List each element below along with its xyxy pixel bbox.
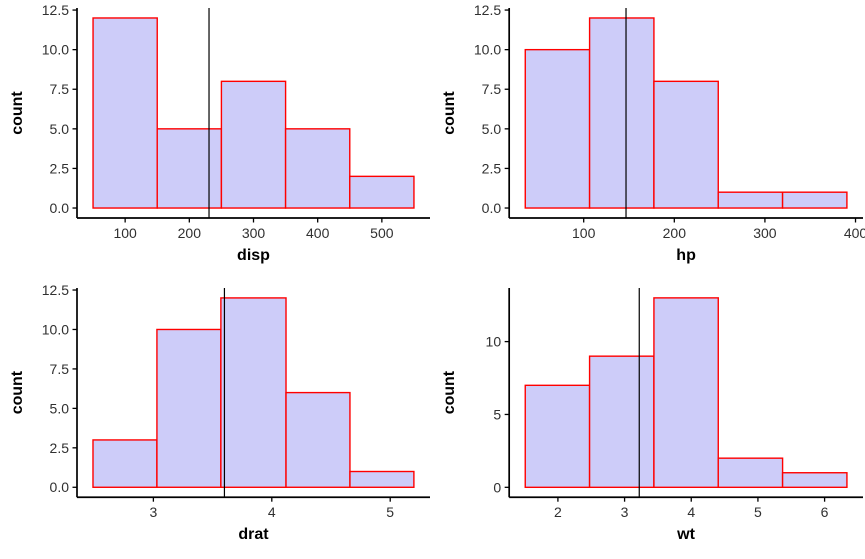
histogram-bar [781, 472, 848, 489]
y-tick-label: 0 [493, 479, 501, 495]
histogram-bar [717, 457, 784, 489]
histogram-panel-wt: 2 3 4 5 6 0 5 10 wt count [432, 280, 865, 559]
y-tick-label: 2.5 [482, 160, 502, 176]
x-tick-label: 400 [844, 225, 865, 241]
y-axis-title: count [9, 370, 26, 414]
x-tick-label: 200 [178, 225, 202, 241]
x-tick-label: 5 [754, 504, 762, 520]
histogram-bar [349, 470, 415, 488]
y-tick-label: 0.0 [50, 479, 70, 495]
histogram-plot-hp: 100 200 300 400 0.0 2.5 5.0 7.5 10.0 12.5 hp count [441, 2, 865, 264]
x-tick-label: 500 [370, 225, 394, 241]
y-tick-label: 0.0 [482, 200, 502, 216]
histogram-plot-wt: 2 3 4 5 6 0 5 10 wt count [441, 287, 863, 543]
x-tick-label: 300 [242, 225, 266, 241]
histogram-bar [524, 384, 591, 489]
y-tick-label: 0.0 [50, 200, 70, 216]
x-tick-label: 100 [572, 225, 596, 241]
histogram-bar [92, 17, 158, 209]
histogram-bar [220, 80, 287, 209]
histogram-bar [156, 128, 223, 209]
histogram-bar [781, 191, 848, 209]
histogram-bar [653, 80, 719, 209]
y-axis-title: count [441, 91, 458, 135]
histogram-bar [285, 391, 351, 488]
histogram-bar [92, 439, 158, 488]
y-tick-label: 10.0 [474, 42, 501, 58]
histogram-plot-disp: 100 200 300 400 500 0.0 2.5 5.0 7.5 10.0 12.5 disp c… [9, 2, 430, 264]
histogram-plot-drat: 3 4 5 0.0 2.5 5.0 7.5 10.0 12.5 drat count [9, 282, 430, 543]
x-tick-label: 5 [386, 504, 394, 520]
x-axis-title: hp [676, 247, 696, 264]
y-tick-label: 7.5 [50, 361, 70, 377]
y-tick-label: 5 [493, 406, 501, 422]
x-tick-label: 2 [554, 504, 562, 520]
x-tick-label: 300 [753, 225, 777, 241]
x-tick-label: 400 [306, 225, 330, 241]
y-tick-label: 5.0 [482, 121, 502, 137]
histogram-bar [653, 297, 719, 489]
histogram-bar [220, 297, 287, 488]
x-axis-title: disp [237, 247, 270, 264]
histogram-panel-disp: 100 200 300 400 500 0.0 2.5 5.0 7.5 10.0 12.5 disp c… [0, 0, 432, 280]
histogram-bar [524, 48, 591, 209]
histogram-bar [717, 191, 784, 209]
x-tick-label: 100 [113, 225, 137, 241]
y-tick-label: 5.0 [50, 121, 70, 137]
y-tick-label: 7.5 [482, 81, 502, 97]
y-tick-label: 2.5 [50, 440, 70, 456]
y-tick-label: 12.5 [474, 2, 501, 18]
histogram-bar [349, 175, 415, 209]
histogram-bar [588, 355, 655, 489]
y-axis-title: count [441, 370, 458, 414]
x-tick-label: 4 [268, 504, 276, 520]
y-tick-label: 12.5 [42, 282, 69, 298]
histogram-panel-drat: 3 4 5 0.0 2.5 5.0 7.5 10.0 12.5 drat count [0, 280, 432, 559]
y-tick-label: 10.0 [42, 321, 69, 337]
histogram-bar [588, 17, 655, 209]
x-tick-label: 200 [663, 225, 687, 241]
y-tick-label: 7.5 [50, 81, 70, 97]
y-axis-title: count [9, 91, 26, 135]
histogram-bar [156, 328, 222, 488]
y-tick-label: 5.0 [50, 400, 70, 416]
y-tick-label: 2.5 [50, 160, 70, 176]
y-tick-label: 10 [486, 334, 502, 350]
x-axis-title: wt [676, 526, 695, 543]
x-tick-label: 3 [149, 504, 157, 520]
x-tick-label: 4 [687, 504, 695, 520]
x-tick-label: 6 [821, 504, 829, 520]
y-tick-label: 12.5 [42, 2, 69, 18]
x-axis-title: drat [238, 526, 269, 543]
histogram-bar [284, 128, 351, 209]
histogram-panel-hp: 100 200 300 400 0.0 2.5 5.0 7.5 10.0 12.5 hp count [432, 0, 865, 280]
x-tick-label: 3 [621, 504, 629, 520]
y-tick-label: 10.0 [42, 42, 69, 58]
